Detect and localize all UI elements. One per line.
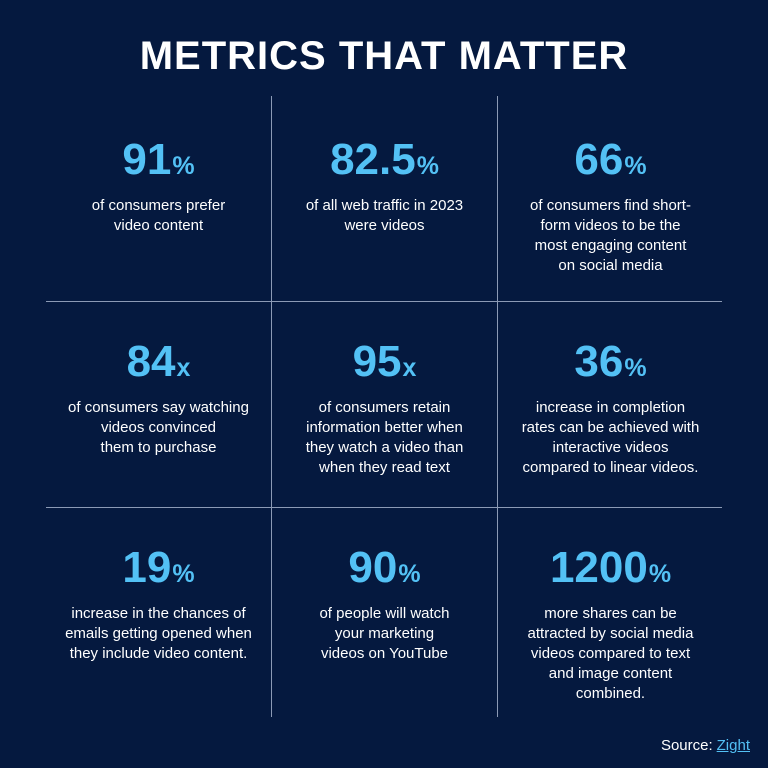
page-title: METRICS THAT MATTER (139, 34, 629, 78)
metric-description-line: video content (113, 217, 204, 234)
metric-unit: % (624, 152, 647, 180)
grid-divider-vertical (271, 96, 272, 717)
metric-stat: 95x (272, 336, 497, 388)
metric-description-line: videos compared to text (530, 645, 691, 662)
metric-value: 66 (574, 135, 624, 184)
metric-unit: % (172, 152, 195, 180)
metric-description-line: compared to linear videos. (522, 459, 699, 476)
metric-stat: 19% (46, 542, 271, 594)
metric-card: 82.5% of all web traffic in 2023 were vi… (272, 134, 497, 236)
metric-description-line: your marketing (334, 625, 435, 642)
metric-description-line: of consumers retain (318, 399, 451, 416)
metric-description-line: and image content (548, 665, 673, 682)
metric-description-line: increase in completion (535, 399, 686, 416)
grid-divider-horizontal (46, 507, 722, 508)
metric-unit: % (624, 354, 647, 382)
metric-description-line: information better when (306, 419, 463, 436)
metric-stat: 66% (498, 134, 723, 186)
metric-value: 36 (574, 337, 624, 386)
metric-stat: 84x (46, 336, 271, 388)
source-credit: Source: Zight (661, 736, 750, 756)
metric-description-line: of consumers prefer (91, 197, 226, 214)
metric-card: 66% of consumers find short- form videos… (498, 134, 723, 276)
metric-value: 82.5 (330, 135, 416, 184)
metric-stat: 82.5% (272, 134, 497, 186)
metric-description-line: most engaging content (534, 237, 687, 254)
metric-card: 1200% more shares can be attracted by so… (498, 542, 723, 704)
metric-card: 95x of consumers retain information bett… (272, 336, 497, 478)
metric-description: of consumers retain information better w… (272, 398, 497, 478)
metric-description: of people will watch your marketing vide… (272, 604, 497, 664)
metric-stat: 36% (498, 336, 723, 388)
metric-unit: x (402, 354, 417, 382)
metric-description: increase in completion rates can be achi… (498, 398, 723, 478)
metric-description-line: increase in the chances of (71, 605, 246, 622)
grid-divider-horizontal (46, 301, 722, 302)
source-label: Source: (660, 737, 713, 754)
metric-description-line: videos convinced (100, 419, 217, 436)
metric-unit: % (416, 152, 439, 180)
metric-stat: 1200% (498, 542, 723, 594)
metric-value: 95 (352, 337, 402, 386)
metric-description-line: of consumers say watching (68, 399, 249, 416)
metric-description-line: they include video content. (69, 645, 248, 662)
grid-divider-vertical (497, 96, 498, 717)
metric-description-line: videos on YouTube (320, 645, 449, 662)
metric-description-line: they watch a video than (305, 439, 464, 456)
metric-stat: 90% (272, 542, 497, 594)
metric-card: 91% of consumers prefer video content (46, 134, 271, 236)
metric-value: 91 (122, 135, 172, 184)
metric-description: of all web traffic in 2023 were videos (272, 196, 497, 236)
metric-unit: % (172, 560, 195, 588)
metric-value: 19 (122, 543, 172, 592)
metric-unit: x (176, 354, 191, 382)
metric-card: 36% increase in completion rates can be … (498, 336, 723, 478)
metric-unit: % (398, 560, 421, 588)
metric-description-line: attracted by social media (527, 625, 694, 642)
metric-description-line: rates can be achieved with (521, 419, 700, 436)
metric-value: 90 (348, 543, 398, 592)
metric-description-line: more shares can be (544, 605, 677, 622)
metric-card: 84x of consumers say watching videos con… (46, 336, 271, 458)
metric-unit: % (648, 560, 672, 588)
metric-value: 84 (126, 337, 176, 386)
metric-description-line: form videos to be the (540, 217, 681, 234)
metrics-grid: 91% of consumers prefer video content 82… (46, 96, 722, 717)
metric-value: 1200 (549, 543, 648, 592)
metric-description-line: of people will watch (319, 605, 450, 622)
metric-description: of consumers say watching videos convinc… (46, 398, 271, 458)
metric-description-line: of all web traffic in 2023 (305, 197, 464, 214)
metric-stat: 91% (46, 134, 271, 186)
metric-description: of consumers find short- form videos to … (498, 196, 723, 276)
metric-card: 90% of people will watch your marketing … (272, 542, 497, 664)
metric-description-line: emails getting opened when (65, 625, 252, 642)
metric-description-line: on social media (558, 257, 663, 274)
source-link[interactable]: Zight (716, 737, 750, 754)
metric-card: 19% increase in the chances of emails ge… (46, 542, 271, 664)
metric-description-line: of consumers find short- (530, 197, 691, 214)
metric-description-line: combined. (575, 685, 646, 702)
metric-description: more shares can be attracted by social m… (498, 604, 723, 704)
metric-description: of consumers prefer video content (46, 196, 271, 236)
metric-description: increase in the chances of emails gettin… (46, 604, 271, 664)
metric-description-line: interactive videos (552, 439, 669, 456)
metric-description-line: them to purchase (100, 439, 217, 456)
metric-description-line: were videos (344, 217, 425, 234)
metric-description-line: when they read text (319, 459, 450, 476)
